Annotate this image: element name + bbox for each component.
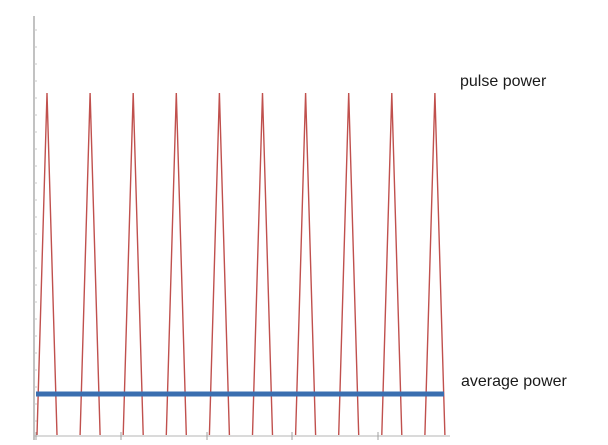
pulse-spike <box>294 92 317 436</box>
pulse-spike <box>208 92 231 436</box>
pulse-spike <box>424 92 446 436</box>
pulse-spike <box>381 92 403 436</box>
pulse-spike <box>36 92 58 436</box>
average-power-label: average power <box>461 373 568 390</box>
pulse-power-label: pulse power <box>460 73 547 90</box>
pulse-spike <box>338 92 360 436</box>
pulse-series <box>36 92 446 436</box>
pulse-spike <box>251 92 274 436</box>
pulse-spike <box>122 92 144 436</box>
pulse-spike <box>79 92 101 436</box>
axes <box>33 16 450 440</box>
pulse-spike <box>165 92 187 436</box>
